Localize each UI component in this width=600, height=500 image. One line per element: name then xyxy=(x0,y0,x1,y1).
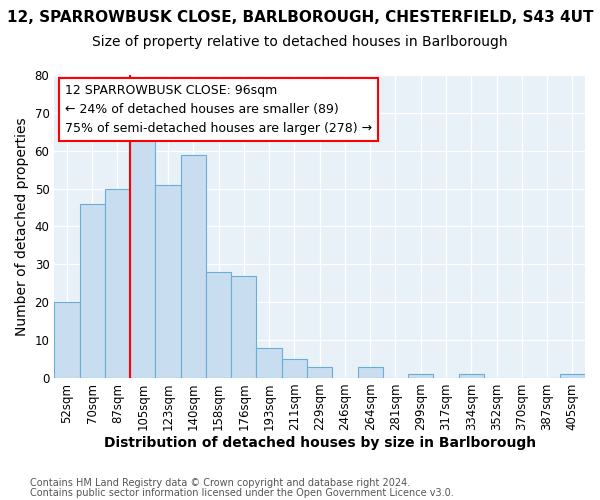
Bar xyxy=(130,128,155,378)
Bar xyxy=(231,276,256,378)
Bar xyxy=(307,366,332,378)
Bar xyxy=(155,185,181,378)
Bar xyxy=(54,302,80,378)
Bar xyxy=(105,188,130,378)
Text: Size of property relative to detached houses in Barlborough: Size of property relative to detached ho… xyxy=(92,35,508,49)
X-axis label: Distribution of detached houses by size in Barlborough: Distribution of detached houses by size … xyxy=(104,436,536,450)
Bar xyxy=(408,374,433,378)
Bar xyxy=(560,374,585,378)
Bar xyxy=(206,272,231,378)
Text: Contains HM Land Registry data © Crown copyright and database right 2024.: Contains HM Land Registry data © Crown c… xyxy=(30,478,410,488)
Bar xyxy=(80,204,105,378)
Bar xyxy=(181,154,206,378)
Y-axis label: Number of detached properties: Number of detached properties xyxy=(15,117,29,336)
Bar xyxy=(458,374,484,378)
Bar xyxy=(358,366,383,378)
Text: 12 SPARROWBUSK CLOSE: 96sqm
← 24% of detached houses are smaller (89)
75% of sem: 12 SPARROWBUSK CLOSE: 96sqm ← 24% of det… xyxy=(65,84,372,135)
Bar xyxy=(256,348,282,378)
Text: 12, SPARROWBUSK CLOSE, BARLBOROUGH, CHESTERFIELD, S43 4UT: 12, SPARROWBUSK CLOSE, BARLBOROUGH, CHES… xyxy=(7,10,593,25)
Bar xyxy=(282,359,307,378)
Text: Contains public sector information licensed under the Open Government Licence v3: Contains public sector information licen… xyxy=(30,488,454,498)
